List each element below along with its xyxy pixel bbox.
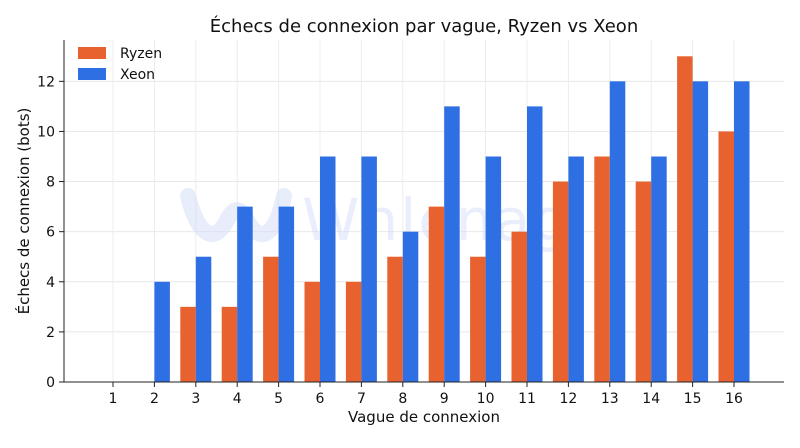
bar-ryzen-12 [552,181,569,382]
x-tick-label: 10 [477,391,495,407]
y-ticks: 0 2 4 6 8 10 12 [37,74,64,391]
y-axis-label: Échecs de connexion (bots) [14,108,33,315]
bar-xeon-5 [278,206,295,382]
bar-xeon-15 [692,81,709,382]
bar-ryzen-6 [304,281,320,382]
bar-ryzen-9 [428,206,445,382]
x-tick-label: 1 [109,391,118,407]
y-tick-label: 8 [46,175,55,191]
x-tick-label: 13 [601,391,619,407]
x-tick-label: 12 [559,391,577,407]
legend-label-ryzen: Ryzen [120,46,162,62]
x-tick-label: 8 [398,391,407,407]
x-axis-label: Vague de connexion [348,408,500,426]
y-tick-label: 0 [46,375,55,391]
bar-ryzen-3 [180,306,196,382]
bar-ryzen-8 [387,256,403,382]
bar-xeon-9 [444,106,460,383]
x-tick-label: 16 [725,391,743,407]
x-ticks: 1 2 3 4 5 6 7 8 9 10 11 12 13 14 15 16 [109,382,743,407]
x-tick-label: 7 [357,391,366,407]
y-tick-label: 12 [37,74,55,90]
bar-ryzen-4 [221,306,238,382]
chart-title: Échecs de connexion par vague, Ryzen vs … [210,15,638,37]
x-tick-label: 14 [642,391,660,407]
bar-ryzen-11 [511,231,527,382]
legend-swatch-xeon [78,68,106,80]
y-tick-label: 6 [46,225,55,241]
x-tick-label: 4 [233,391,242,407]
watermark-logo-icon [180,188,292,242]
y-tick-label: 4 [46,275,55,291]
y-tick-label: 10 [37,124,55,140]
bar-ryzen-13 [594,156,610,382]
x-tick-label: 9 [440,391,449,407]
bar-xeon-13 [609,81,626,382]
bar-xeon-11 [527,106,543,383]
x-tick-label: 3 [191,391,200,407]
bar-ryzen-14 [635,181,652,382]
legend-swatch-ryzen [78,47,106,59]
bar-ryzen-7 [345,281,362,382]
x-tick-label: 11 [518,391,536,407]
bar-xeon-3 [195,256,212,382]
legend: Ryzen Xeon [78,46,162,83]
bar-ryzen-10 [470,256,486,382]
bar-ryzen-15 [677,56,693,383]
x-tick-label: 15 [684,391,702,407]
x-tick-label: 2 [150,391,159,407]
bar-xeon-8 [402,231,419,382]
bar-xeon-14 [651,156,667,382]
bar-ryzen-5 [263,256,279,382]
bar-xeon-2 [154,281,170,382]
x-tick-label: 6 [316,391,325,407]
bar-xeon-6 [320,156,336,382]
bar-xeon-4 [237,206,253,382]
bar-xeon-7 [361,156,377,382]
bar-xeon-16 [734,81,750,382]
y-tick-label: 2 [46,325,55,341]
axes [63,40,784,383]
bar-ryzen-16 [718,131,734,382]
bars [154,56,750,383]
bar-xeon-12 [568,156,584,382]
legend-label-xeon: Xeon [120,67,155,83]
bar-xeon-10 [485,156,502,382]
x-tick-label: 5 [274,391,283,407]
